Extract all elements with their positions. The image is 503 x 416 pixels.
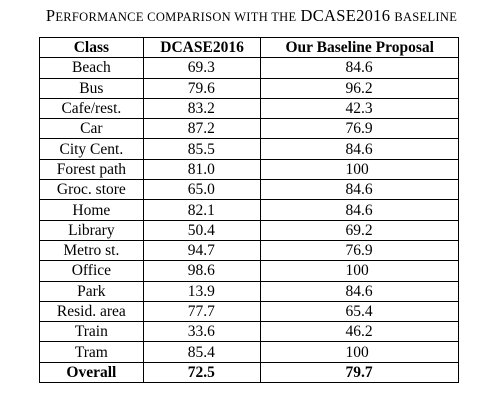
cell-class: Groc. store <box>39 179 144 201</box>
performance-table: Class DCASE2016 Our Baseline Proposal Be… <box>39 36 459 384</box>
table-body: Beach 69.3 84.6 Bus 79.6 96.2 Cafe/rest. 83.2 42… <box>39 57 459 384</box>
cell-baseline-proposal: 65.4 <box>260 300 459 323</box>
table-row: Train 33.6 46.2 <box>39 321 459 343</box>
table-row: Forest path 81.0 100 <box>39 158 459 181</box>
cell-class: Home <box>39 199 144 221</box>
cell-dcase2016: 69.3 <box>142 57 262 79</box>
cell-class: Tram <box>39 341 144 363</box>
cell-baseline-proposal: 100 <box>260 158 459 181</box>
cell-dcase2016: 50.4 <box>142 219 262 241</box>
cell-dcase2016: 83.2 <box>142 97 262 120</box>
cell-dcase2016: 33.6 <box>142 321 262 343</box>
cell-baseline-proposal: 42.3 <box>260 97 459 120</box>
cell-dcase2016: 72.5 <box>142 361 262 384</box>
cell-class: Office <box>39 260 144 282</box>
table-row: Cafe/rest. 83.2 42.3 <box>39 97 459 120</box>
cell-dcase2016: 85.4 <box>142 341 262 363</box>
cell-baseline-proposal: 84.6 <box>260 280 459 302</box>
cell-baseline-proposal: 79.7 <box>260 361 459 384</box>
table-row: Bus 79.6 96.2 <box>39 77 459 99</box>
cell-baseline-proposal: 100 <box>260 260 459 282</box>
cell-class: Train <box>39 321 144 343</box>
cell-baseline-proposal: 46.2 <box>260 321 459 343</box>
table-row: Park 13.9 84.6 <box>39 280 459 302</box>
caption-text: erformance comparison with the <box>55 10 297 24</box>
caption-initial: P <box>45 6 56 25</box>
cell-baseline-proposal: 84.6 <box>260 138 459 160</box>
table-row: Resid. area 77.7 65.4 <box>39 300 459 323</box>
cell-baseline-proposal: 96.2 <box>260 77 459 99</box>
cell-baseline-proposal: 84.6 <box>260 57 459 79</box>
table-row: Groc. store 65.0 84.6 <box>39 179 459 201</box>
cell-baseline-proposal: 84.6 <box>260 199 459 221</box>
table-row: Beach 69.3 84.6 <box>39 57 459 79</box>
table-row: Metro st. 94.7 76.9 <box>39 239 459 262</box>
table-header-row: Class DCASE2016 Our Baseline Proposal <box>39 36 459 59</box>
cell-class: Bus <box>39 77 144 99</box>
column-header-baseline-proposal: Our Baseline Proposal <box>260 36 459 59</box>
table-row-overall: Overall 72.5 79.7 <box>39 361 459 384</box>
cell-class: Resid. area <box>39 300 144 323</box>
cell-baseline-proposal: 69.2 <box>260 219 459 241</box>
cell-class: Cafe/rest. <box>39 97 144 120</box>
cell-class: Car <box>39 118 144 140</box>
cell-class: Overall <box>39 361 144 384</box>
cell-dcase2016: 13.9 <box>142 280 262 302</box>
cell-baseline-proposal: 84.6 <box>260 179 459 201</box>
table-row: Car 87.2 76.9 <box>39 118 459 140</box>
cell-dcase2016: 98.6 <box>142 260 262 282</box>
cell-class: Park <box>39 280 144 302</box>
cell-class: Library <box>39 219 144 241</box>
caption-acronym: DCASE2016 <box>300 6 391 25</box>
table-row: City Cent. 85.5 84.6 <box>39 138 459 160</box>
cell-dcase2016: 82.1 <box>142 199 262 221</box>
table-row: Library 50.4 69.2 <box>39 219 459 241</box>
cell-baseline-proposal: 76.9 <box>260 118 459 140</box>
caption-tail: baseline <box>394 10 458 24</box>
cell-class: City Cent. <box>39 138 144 160</box>
cell-dcase2016: 85.5 <box>142 138 262 160</box>
cell-dcase2016: 81.0 <box>142 158 262 181</box>
cell-baseline-proposal: 100 <box>260 341 459 363</box>
column-header-class: Class <box>39 36 144 59</box>
cell-class: Metro st. <box>39 239 144 262</box>
cell-dcase2016: 79.6 <box>142 77 262 99</box>
cell-dcase2016: 94.7 <box>142 239 262 262</box>
cell-baseline-proposal: 76.9 <box>260 239 459 262</box>
column-header-dcase2016: DCASE2016 <box>142 36 262 59</box>
table-caption: Performance comparison with the DCASE201… <box>0 6 503 26</box>
cell-dcase2016: 77.7 <box>142 300 262 323</box>
cell-class: Forest path <box>39 158 144 181</box>
table-row: Tram 85.4 100 <box>39 341 459 363</box>
table-row: Office 98.6 100 <box>39 260 459 282</box>
cell-dcase2016: 87.2 <box>142 118 262 140</box>
table-row: Home 82.1 84.6 <box>39 199 459 221</box>
cell-dcase2016: 65.0 <box>142 179 262 201</box>
cell-class: Beach <box>39 57 144 79</box>
